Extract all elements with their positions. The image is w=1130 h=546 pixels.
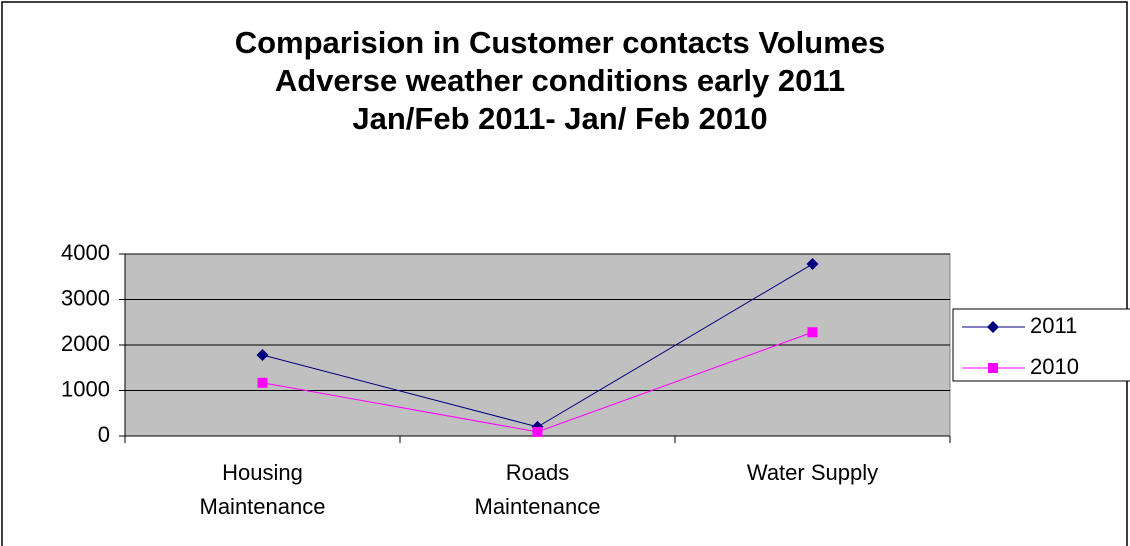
x-tick-label: Roads xyxy=(506,460,570,485)
marker xyxy=(988,363,998,373)
marker xyxy=(532,426,543,437)
x-tick-label: Housing xyxy=(222,460,303,485)
x-tick-label: Maintenance xyxy=(475,494,601,519)
y-tick-label: 0 xyxy=(98,422,110,447)
legend xyxy=(952,308,1130,382)
marker xyxy=(256,349,269,362)
y-tick-label: 1000 xyxy=(61,376,110,401)
legend-label: 2010 xyxy=(1030,354,1079,379)
y-tick-label: 4000 xyxy=(61,240,110,265)
marker xyxy=(987,321,999,333)
y-tick-label: 3000 xyxy=(61,285,110,310)
marker xyxy=(807,327,818,338)
marker xyxy=(257,377,268,388)
chart-title: Adverse weather conditions early 2011 xyxy=(275,63,845,98)
y-tick-label: 2000 xyxy=(61,331,110,356)
x-tick-label: Maintenance xyxy=(200,494,326,519)
legend-label: 2011 xyxy=(1030,313,1077,338)
marker xyxy=(806,258,819,271)
chart-title: Comparision in Customer contacts Volumes xyxy=(235,25,886,60)
x-tick-label: Water Supply xyxy=(747,460,878,485)
chart-title: Jan/Feb 2011- Jan/ Feb 2010 xyxy=(352,101,767,136)
